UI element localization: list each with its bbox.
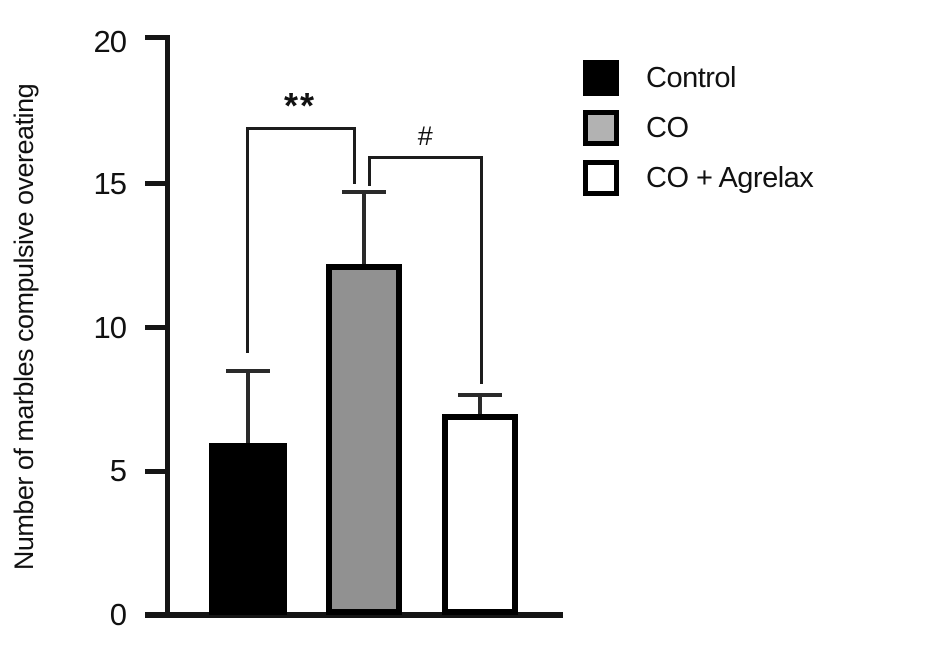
- y-tick-mark-5: [145, 469, 169, 474]
- errorbar-co-cap: [342, 190, 386, 195]
- y-tick-label-15: 15: [93, 166, 127, 201]
- legend: Control CO CO + Agrelax: [583, 60, 814, 210]
- legend-label-co: CO: [646, 111, 689, 144]
- sig-label-co-agrelax: #: [417, 121, 433, 151]
- legend-swatch-co-agrelax: [583, 160, 619, 196]
- legend-item-co-agrelax: CO + Agrelax: [583, 160, 814, 196]
- y-tick-mark-20: [145, 35, 169, 40]
- sig-bracket-control-co-left: [246, 127, 249, 353]
- errorbar-control-cap: [226, 368, 270, 373]
- y-tick-mark-15: [145, 181, 169, 186]
- sig-bracket-co-agrelax-top: [368, 156, 483, 159]
- y-tick-label-10: 10: [93, 310, 127, 345]
- sig-bracket-control-co-right: [353, 127, 356, 184]
- sig-bracket-co-agrelax-right: [480, 156, 483, 384]
- legend-swatch-co: [583, 110, 619, 146]
- y-tick-mark-10: [145, 325, 169, 330]
- errorbar-control-stem: [246, 370, 250, 443]
- errorbar-co-stem: [362, 192, 366, 265]
- sig-bracket-control-co-top: [246, 127, 356, 130]
- y-tick-label-20: 20: [93, 24, 127, 59]
- y-tick-label-0: 0: [109, 597, 127, 632]
- sig-label-control-co: **: [283, 85, 317, 126]
- errorbar-co-agrelax-stem: [478, 395, 482, 414]
- legend-item-co: CO: [583, 110, 813, 146]
- y-axis-title: Number of marbles compulsive overeating: [9, 83, 39, 571]
- x-axis-line: [145, 612, 563, 618]
- sig-bracket-co-agrelax-left: [368, 156, 371, 186]
- legend-swatch-control: [583, 60, 619, 96]
- bar-co: [326, 264, 402, 615]
- bar-control: [209, 442, 287, 615]
- legend-label-control: Control: [646, 61, 737, 94]
- legend-item-control: Control: [583, 60, 813, 96]
- bar-co-agrelax: [442, 413, 518, 615]
- legend-label-co-agrelax: CO + Agrelax: [646, 161, 814, 194]
- errorbar-co-agrelax-cap: [458, 393, 502, 398]
- y-tick-label-5: 5: [109, 453, 127, 488]
